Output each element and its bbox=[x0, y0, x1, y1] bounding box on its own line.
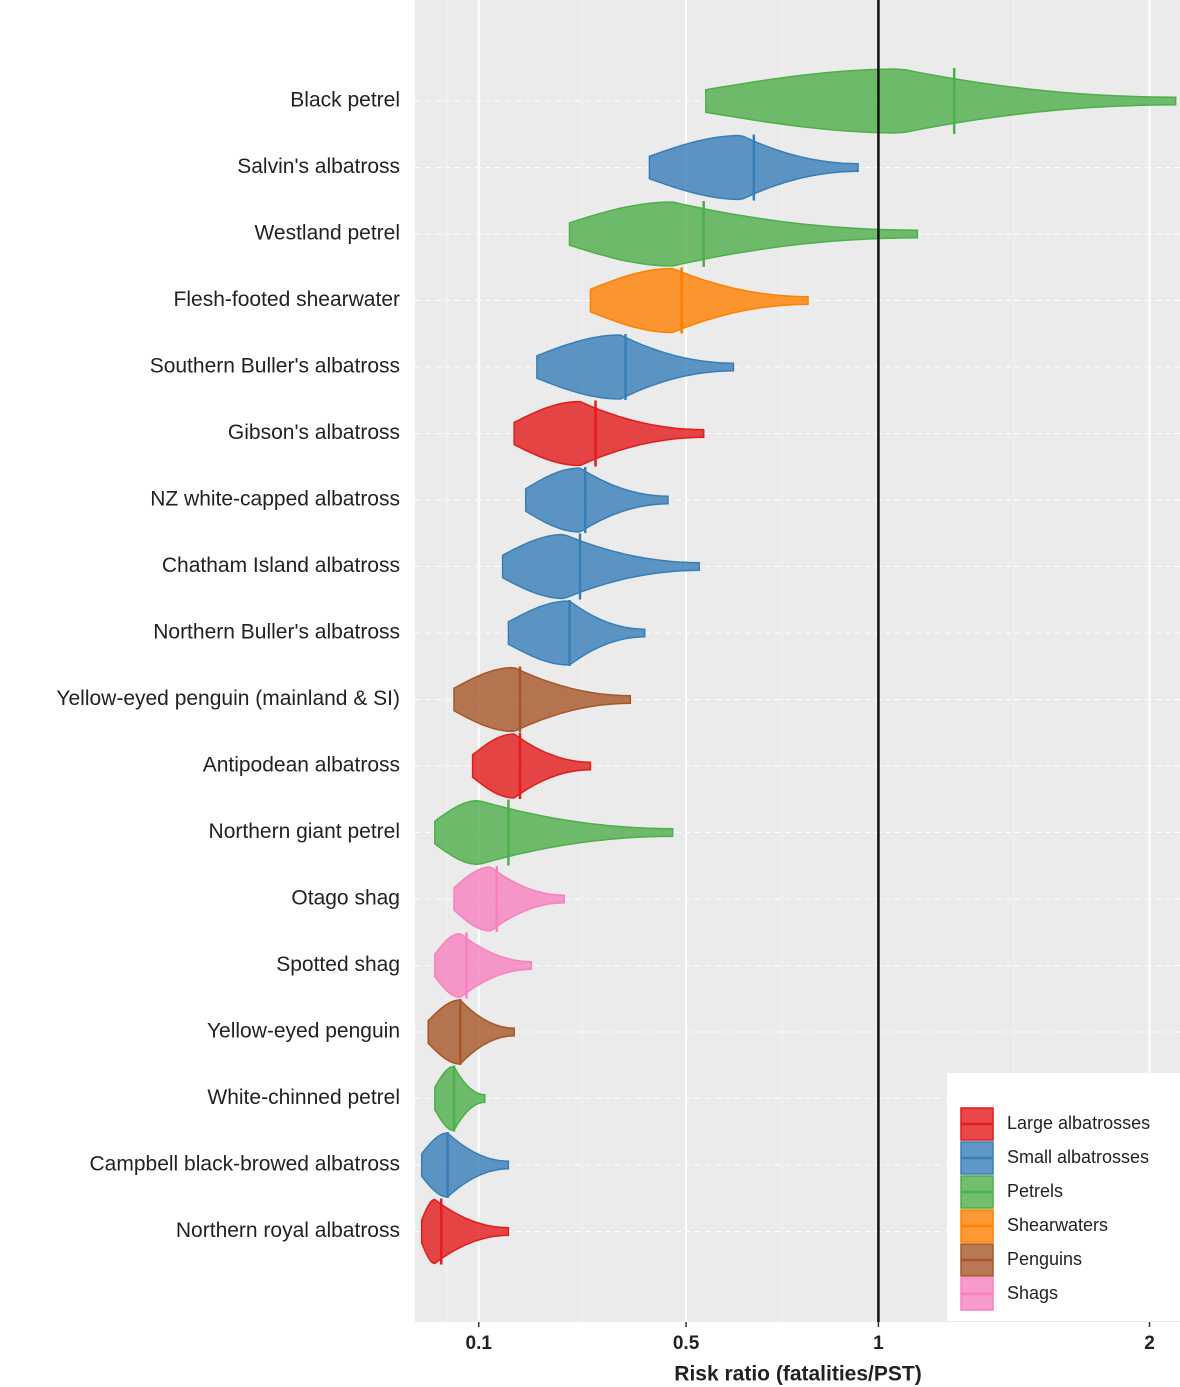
violin bbox=[453, 666, 632, 733]
violin bbox=[507, 600, 646, 666]
category-label: Antipodean albatross bbox=[203, 754, 400, 777]
legend-label: Small albatrosses bbox=[1007, 1147, 1149, 1167]
violin bbox=[536, 334, 735, 400]
category-label: White-chinned petrel bbox=[207, 1086, 400, 1109]
x-tick-label: 1 bbox=[873, 1333, 884, 1354]
violin bbox=[434, 1065, 486, 1132]
category-label: Northern Buller's albatross bbox=[153, 621, 400, 644]
category-label: Westland petrel bbox=[254, 222, 400, 245]
violin bbox=[453, 866, 565, 932]
violin bbox=[705, 68, 1177, 134]
x-tick-label: 2 bbox=[1144, 1333, 1155, 1354]
category-label: Northern giant petrel bbox=[209, 820, 400, 843]
violin bbox=[501, 533, 701, 600]
category-label: Black petrel bbox=[290, 89, 400, 112]
legend-label: Penguins bbox=[1007, 1249, 1082, 1269]
x-tick-label: 0.1 bbox=[466, 1333, 493, 1354]
category-label: Northern royal albatross bbox=[176, 1219, 400, 1242]
violin bbox=[568, 201, 919, 267]
category-label: Southern Buller's albatross bbox=[150, 355, 400, 378]
legend-label: Shearwaters bbox=[1007, 1215, 1108, 1235]
legend-label: Petrels bbox=[1007, 1181, 1063, 1201]
category-label: Gibson's albatross bbox=[228, 421, 400, 444]
category-label: Otago shag bbox=[291, 887, 400, 910]
category-label: Salvin's albatross bbox=[237, 155, 400, 178]
violin bbox=[471, 733, 592, 799]
legend-label: Shags bbox=[1007, 1283, 1058, 1303]
category-label: Flesh-footed shearwater bbox=[174, 288, 400, 311]
category-label: Yellow-eyed penguin bbox=[207, 1020, 400, 1043]
category-label: Campbell black-browed albatross bbox=[90, 1153, 400, 1176]
x-axis-title: Risk ratio (fatalities/PST) bbox=[674, 1363, 921, 1386]
violin bbox=[524, 467, 669, 533]
category-label: NZ white-capped albatross bbox=[150, 488, 400, 511]
x-tick-label: 0.5 bbox=[673, 1333, 700, 1354]
violin bbox=[420, 1132, 510, 1198]
category-label: Spotted shag bbox=[276, 953, 400, 976]
violin bbox=[513, 400, 705, 467]
violin bbox=[427, 999, 515, 1065]
violin bbox=[434, 799, 674, 866]
violin bbox=[420, 1198, 510, 1265]
category-label: Chatham Island albatross bbox=[162, 554, 400, 577]
legend-label: Large albatrosses bbox=[1007, 1113, 1150, 1133]
category-label: Yellow-eyed penguin (mainland & SI) bbox=[56, 687, 400, 710]
violin bbox=[589, 267, 809, 334]
